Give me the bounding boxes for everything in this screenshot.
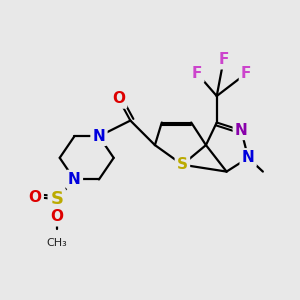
Text: F: F	[218, 52, 229, 67]
Text: O: O	[112, 92, 125, 106]
Text: F: F	[192, 66, 202, 81]
Text: S: S	[50, 190, 63, 208]
Text: N: N	[68, 172, 81, 187]
Text: N: N	[93, 129, 105, 144]
Text: S: S	[177, 157, 188, 172]
Text: CH₃: CH₃	[46, 238, 67, 248]
Text: N: N	[235, 123, 248, 138]
Text: F: F	[241, 66, 251, 81]
Text: N: N	[242, 150, 254, 165]
Text: O: O	[29, 190, 42, 205]
Text: O: O	[50, 209, 63, 224]
